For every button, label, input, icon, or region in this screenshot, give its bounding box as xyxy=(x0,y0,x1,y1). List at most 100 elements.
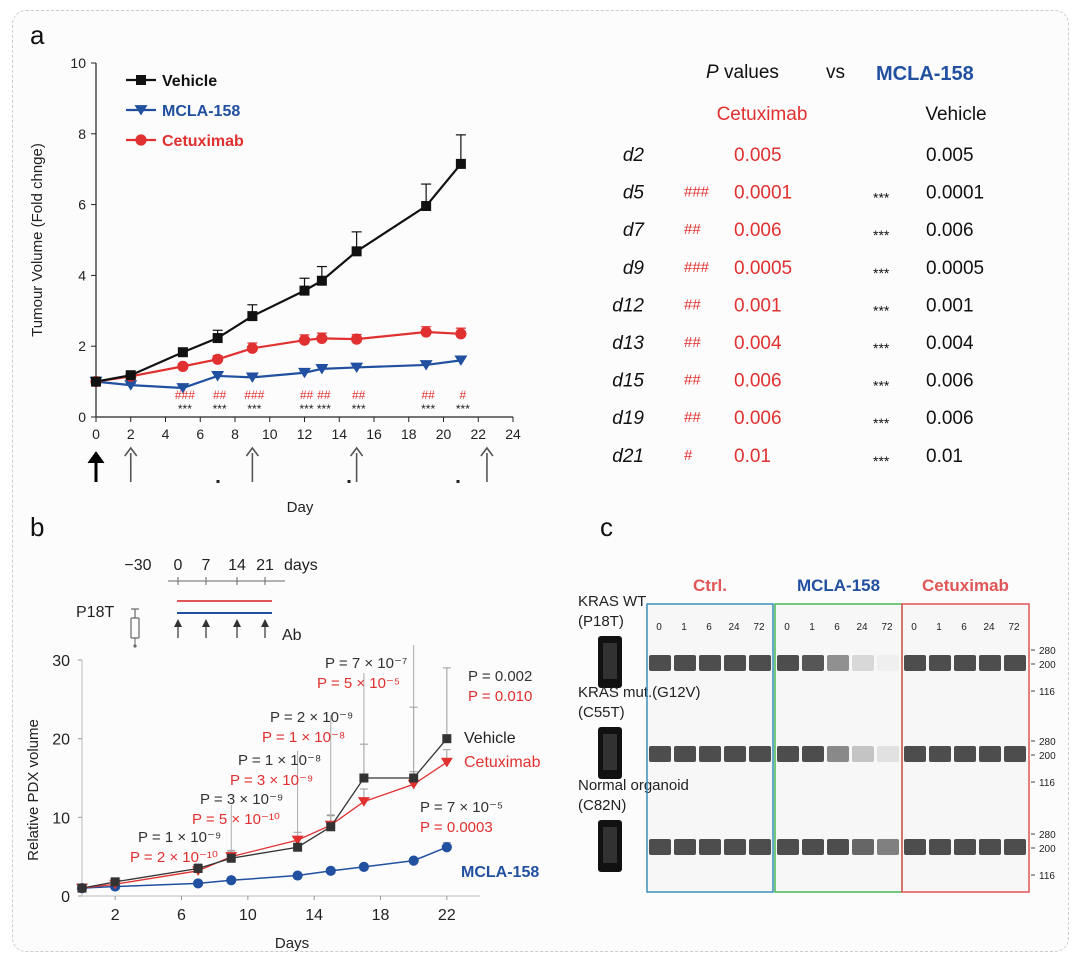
gel-group-label: Ctrl. xyxy=(693,576,727,595)
panel-a-data-point xyxy=(245,372,259,383)
gel-time-label: 6 xyxy=(706,622,712,633)
panel-a-data-point xyxy=(176,383,190,394)
panel-b-x-tick-label: 6 xyxy=(177,907,186,924)
panel-b-pvalue-cetuximab: P = 0.010 xyxy=(468,688,532,705)
panel-a-data-point xyxy=(125,370,136,381)
pvalue-row-star: *** xyxy=(873,340,890,356)
gel-band xyxy=(827,655,849,671)
panel-a-data-point xyxy=(91,376,101,387)
pvalue-row-day: d15 xyxy=(612,371,644,392)
gel-group-box xyxy=(646,603,774,893)
gel-band xyxy=(852,655,874,671)
panel-a-star-annotation: *** xyxy=(299,402,313,416)
panel-b-x-tick-label: 22 xyxy=(438,907,456,924)
ab-arrow-icon xyxy=(233,619,241,627)
gel-band xyxy=(954,839,976,855)
panel-a-x-tick-label: 4 xyxy=(162,426,170,442)
panel-a-label: a xyxy=(30,20,45,50)
panel-b-mcla-pvalue-vehicle: P = 7 × 10⁻⁵ xyxy=(420,799,503,816)
gel-band xyxy=(954,746,976,762)
gel-marker-label: 200 xyxy=(1039,660,1056,671)
panel-a-y-tick-label: 4 xyxy=(78,267,86,283)
panel-b-data-point xyxy=(292,870,303,881)
gel-band xyxy=(954,655,976,671)
gel-ladder-glow xyxy=(603,643,617,679)
gel-ladder-band xyxy=(598,820,622,872)
dosing-arrow-icon xyxy=(245,446,260,457)
gel-band xyxy=(877,746,899,762)
gel-ladder-glow xyxy=(603,734,617,770)
panel-a-data-point xyxy=(316,275,327,286)
gel-band xyxy=(802,839,824,855)
gel-band xyxy=(877,655,899,671)
panel-b-pvalue-vehicle: P = 1 × 10⁻⁹ xyxy=(138,829,221,846)
gel-time-label: 0 xyxy=(784,622,790,633)
panel-a-x-tick-label: 10 xyxy=(262,426,278,442)
panel-a-data-point xyxy=(315,363,329,375)
gel-time-label: 72 xyxy=(881,622,893,633)
pvalue-row-cetux-p: 0.001 xyxy=(734,295,782,316)
gel-band xyxy=(802,746,824,762)
gel-band xyxy=(979,746,1001,762)
gel-band xyxy=(724,839,746,855)
panel-b-data-point xyxy=(358,861,370,872)
schedule-tick-7: 7 xyxy=(202,557,211,574)
gel-sample-label: KRAS WT xyxy=(578,593,646,610)
panel-a-star-annotation: *** xyxy=(456,402,470,416)
gel-band xyxy=(777,746,799,762)
panel-b-data-point xyxy=(326,822,336,832)
gel-marker-label: 200 xyxy=(1039,751,1056,762)
panel-a-hash-annotation: # xyxy=(460,388,467,402)
pvalue-row-day: d5 xyxy=(623,183,645,204)
panel-a-star-annotation: *** xyxy=(213,402,227,416)
panel-a-legend-marker xyxy=(134,105,148,116)
dosing-arrow-icon xyxy=(480,446,494,457)
pvalue-row-hash: ## xyxy=(684,296,701,313)
gel-band xyxy=(929,839,951,855)
pvalue-row-vehicle-p: 0.006 xyxy=(926,408,974,429)
panel-a-data-point xyxy=(299,285,310,296)
panel-a-data-point xyxy=(350,362,364,373)
panel-a-data-point xyxy=(212,333,223,344)
panel-b-data-point xyxy=(440,757,453,768)
panel-b-data-point xyxy=(77,883,87,893)
panel-b-data-point xyxy=(293,842,303,852)
gel-band xyxy=(649,746,671,762)
gel-band xyxy=(1004,839,1026,855)
pvalue-row-hash: ## xyxy=(684,334,701,351)
gel-band xyxy=(929,746,951,762)
panel-b-data-point xyxy=(193,863,203,873)
pvalue-row-day: d21 xyxy=(612,446,644,467)
pvalue-title-p: P xyxy=(706,62,719,83)
pvalue-row-star: *** xyxy=(873,265,890,281)
panel-a-y-tick-label: 6 xyxy=(78,197,86,213)
panel-a-data-point xyxy=(351,246,362,257)
pvalue-row-vehicle-p: 0.0005 xyxy=(926,258,984,279)
panel-a-hash-annotation: ## xyxy=(317,388,331,402)
pvalue-title-values: values xyxy=(724,62,779,83)
panel-a-x-tick-label: 14 xyxy=(331,426,347,442)
pvalue-row-day: d2 xyxy=(623,145,645,166)
ab-arrow-icon xyxy=(261,619,269,627)
gel-sample-sublabel: (C82N) xyxy=(578,797,626,814)
pvalue-row-cetux-p: 0.004 xyxy=(734,333,782,354)
pvalue-row-day: d13 xyxy=(612,333,644,354)
gel-time-label: 24 xyxy=(983,622,995,633)
gel-ladder-band xyxy=(598,636,622,688)
pvalue-row-hash: ### xyxy=(684,259,710,276)
gel-time-label: 6 xyxy=(834,622,840,633)
panel-b-mcla-pvalue-cetuximab: P = 0.0003 xyxy=(420,819,493,836)
panel-a-ylabel: Tumour Volume (Fold chnge) xyxy=(29,143,46,337)
schedule-tick-m30: −30 xyxy=(124,557,151,574)
pvalue-row-hash: ## xyxy=(684,372,701,389)
panel-a-hash-annotation: ## xyxy=(421,388,435,402)
pvalue-row-vehicle-p: 0.001 xyxy=(926,295,974,316)
panel-b-pvalue-cetuximab: P = 5 × 10⁻⁵ xyxy=(317,675,400,692)
schedule-model-label: P18T xyxy=(76,604,114,621)
schedule-tick-14: 14 xyxy=(228,557,246,574)
gel-band xyxy=(852,839,874,855)
pvalue-row-cetux-p: 0.005 xyxy=(734,145,782,166)
panel-a-x-tick-label: 20 xyxy=(436,426,452,442)
gel-band xyxy=(904,655,926,671)
gel-band xyxy=(749,839,771,855)
